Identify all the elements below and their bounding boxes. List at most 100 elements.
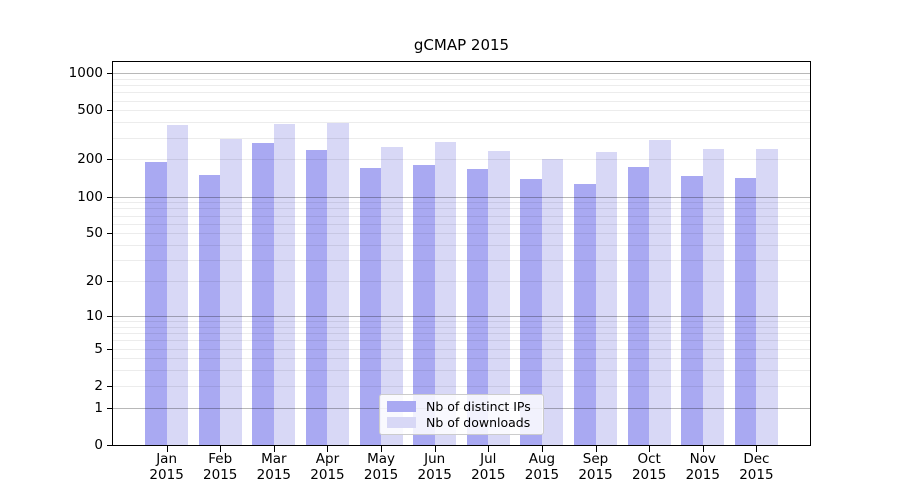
bar-distinct-ips-mar xyxy=(252,143,274,445)
y-tick-label-50: 50 xyxy=(85,225,103,242)
bar-downloads-aug xyxy=(541,158,564,445)
x-tick-label-aug: Aug 2015 xyxy=(524,451,560,483)
gridline-minor-9 xyxy=(113,321,810,323)
gridline-minor-3 xyxy=(113,370,810,372)
bar-distinct-ips-nov xyxy=(681,175,703,445)
bar-distinct-ips-sep xyxy=(574,183,596,445)
y-tick-2 xyxy=(107,385,113,387)
y-tick-label-2: 2 xyxy=(94,377,103,394)
x-tick-sep xyxy=(595,446,597,452)
bar-distinct-ips-jul xyxy=(466,168,489,445)
gridline-minor-30 xyxy=(113,260,810,262)
bar-distinct-ips-may xyxy=(359,168,382,445)
bar-downloads-jan xyxy=(166,124,189,445)
gridline-minor-300 xyxy=(113,137,810,139)
gridline-minor-8 xyxy=(113,326,810,328)
y-tick-label-1: 1 xyxy=(94,399,103,416)
x-tick-nov xyxy=(702,446,704,452)
gridline-minor-4 xyxy=(113,358,810,360)
x-tick-label-nov: Nov 2015 xyxy=(685,451,720,483)
gridline-minor-600 xyxy=(113,100,810,102)
bar-distinct-ips-dec xyxy=(734,177,757,445)
bar-distinct-ips-feb xyxy=(198,174,221,445)
y-tick-label-0: 0 xyxy=(94,437,103,453)
x-tick-aug xyxy=(541,446,543,452)
bar-downloads-dec xyxy=(756,148,778,445)
y-tick-100 xyxy=(107,196,113,198)
legend-swatch-distinct-ips xyxy=(387,400,416,412)
gridline-minor-800 xyxy=(113,85,810,87)
gridline-minor-2 xyxy=(113,385,810,387)
x-tick-label-apr: Apr 2015 xyxy=(310,451,345,483)
x-tick-label-sep: Sep 2015 xyxy=(578,451,613,483)
x-tick-dec xyxy=(756,446,758,452)
gridline-minor-20 xyxy=(113,281,810,283)
y-tick-label-100: 100 xyxy=(77,188,103,205)
bar-distinct-ips-jan xyxy=(145,162,167,445)
gridline-minor-70 xyxy=(113,215,810,217)
bar-distinct-ips-apr xyxy=(305,149,328,445)
y-tick-label-200: 200 xyxy=(77,151,103,168)
y-tick-label-5: 5 xyxy=(94,340,103,357)
y-tick-label-20: 20 xyxy=(85,273,103,290)
gridline-minor-80 xyxy=(113,208,810,210)
x-tick-label-oct: Oct 2015 xyxy=(631,451,667,483)
bar-distinct-ips-oct xyxy=(627,166,650,445)
x-tick-feb xyxy=(220,446,222,452)
y-tick-50 xyxy=(107,233,113,235)
y-tick-label-1000: 1000 xyxy=(68,65,103,82)
gridline-minor-400 xyxy=(113,122,810,124)
x-tick-jan xyxy=(166,446,168,452)
bar-downloads-feb xyxy=(220,139,242,445)
legend-item-distinct-ips: Nb of distinct IPs xyxy=(387,399,543,414)
gridline-minor-90 xyxy=(113,202,810,204)
gridline-minor-40 xyxy=(113,245,810,247)
plot-area xyxy=(112,61,811,446)
gridline-minor-200 xyxy=(113,159,810,161)
legend-item-downloads: Nb of downloads xyxy=(387,415,543,430)
y-tick-1000 xyxy=(107,73,113,75)
bar-downloads-nov xyxy=(702,149,725,445)
x-tick-label-dec: Dec 2015 xyxy=(739,451,774,483)
x-tick-label-may: May 2015 xyxy=(363,451,399,483)
bar-downloads-jun xyxy=(434,142,457,445)
legend-swatch-downloads xyxy=(387,417,416,429)
x-tick-may xyxy=(381,446,383,452)
x-tick-jul xyxy=(488,446,490,452)
gridline-minor-5 xyxy=(113,348,810,350)
gridline-major-100 xyxy=(113,196,810,198)
gridline-minor-60 xyxy=(113,223,810,225)
bar-downloads-may xyxy=(381,146,403,445)
gridline-major-10 xyxy=(113,315,810,317)
bar-downloads-mar xyxy=(273,124,296,445)
bar-downloads-apr xyxy=(327,122,349,445)
legend-label-distinct-ips: Nb of distinct IPs xyxy=(426,398,531,414)
gridline-minor-500 xyxy=(113,110,810,112)
gridline-minor-7 xyxy=(113,333,810,335)
y-tick-0 xyxy=(107,445,113,446)
y-tick-5 xyxy=(107,348,113,350)
bar-downloads-jul xyxy=(488,151,510,445)
gridline-major-1000 xyxy=(113,73,810,75)
legend-label-downloads: Nb of downloads xyxy=(426,415,531,431)
x-tick-mar xyxy=(273,446,275,452)
x-tick-label-feb: Feb 2015 xyxy=(203,451,238,483)
x-tick-jun xyxy=(434,446,436,452)
x-tick-label-jun: Jun 2015 xyxy=(417,451,452,483)
bar-distinct-ips-aug xyxy=(520,179,542,445)
y-tick-label-500: 500 xyxy=(77,102,103,119)
gridline-minor-900 xyxy=(113,78,810,80)
gridline-minor-700 xyxy=(113,92,810,94)
x-tick-apr xyxy=(327,446,329,452)
y-tick-1 xyxy=(107,407,113,409)
y-tick-500 xyxy=(107,110,113,112)
gridline-minor-50 xyxy=(113,233,810,235)
y-tick-10 xyxy=(107,315,113,317)
bar-downloads-sep xyxy=(595,152,618,445)
chart-title: gCMAP 2015 xyxy=(413,36,510,54)
legend: Nb of distinct IPs Nb of downloads xyxy=(379,394,544,435)
x-tick-oct xyxy=(649,446,651,452)
y-tick-label-10: 10 xyxy=(85,307,103,324)
y-tick-20 xyxy=(107,281,113,283)
